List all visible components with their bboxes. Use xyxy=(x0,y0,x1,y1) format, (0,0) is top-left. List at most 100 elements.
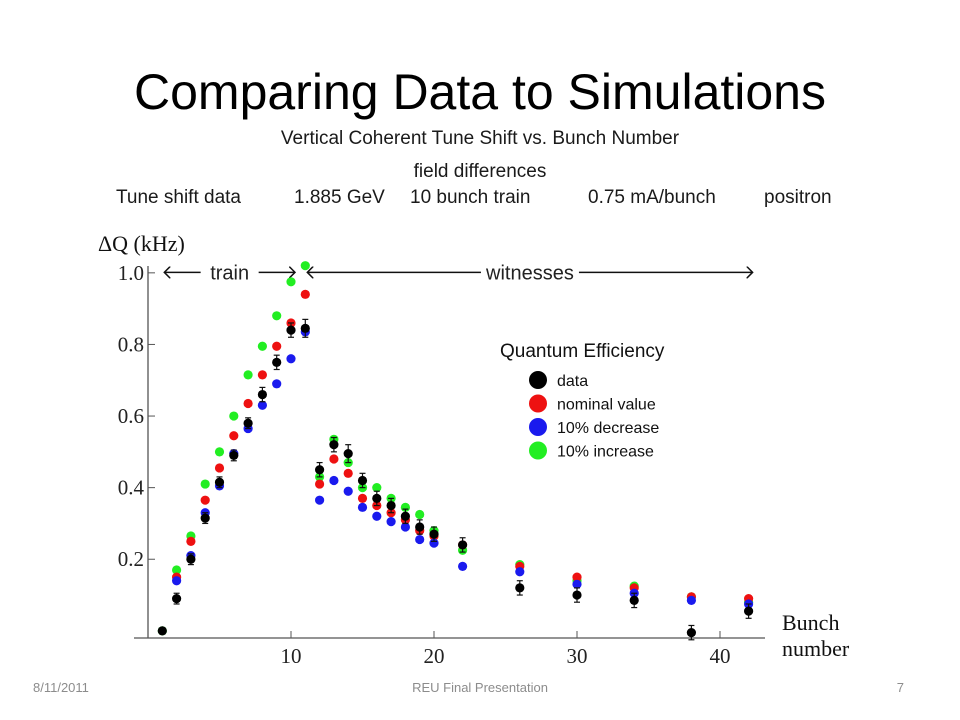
param-current: 0.75 mA/bunch xyxy=(588,187,716,208)
data-point xyxy=(229,450,239,461)
x-tick-label: 30 xyxy=(567,644,588,668)
param-energy: 1.885 GeV xyxy=(294,187,385,208)
series-10-increase xyxy=(157,261,754,636)
data-point xyxy=(415,534,425,545)
slide-title: Comparing Data to Simulations xyxy=(134,64,826,120)
legend-swatch xyxy=(529,394,547,413)
data-point xyxy=(257,341,267,351)
data-point xyxy=(572,579,582,589)
data-point xyxy=(272,357,282,367)
data-point xyxy=(243,418,253,428)
data-point xyxy=(744,606,754,616)
footer-title: REU Final Presentation xyxy=(412,680,548,695)
legend: Quantum Efficiency data nominal value 10% d… xyxy=(500,341,665,461)
data-point xyxy=(257,370,267,380)
data-point xyxy=(286,277,296,287)
param-train: 10 bunch train xyxy=(410,187,531,208)
legend-swatch xyxy=(529,418,547,436)
footer-date: 8/11/2011 xyxy=(33,680,89,695)
x-tick-label: 10 xyxy=(281,644,302,668)
legend-label: 10% decrease xyxy=(557,420,659,437)
data-point xyxy=(214,463,225,473)
x-tick-label: 40 xyxy=(710,644,731,668)
data-point xyxy=(372,493,382,503)
data-point xyxy=(629,595,639,606)
data-point xyxy=(272,341,282,351)
y-tick-label: 0.8 xyxy=(118,332,144,356)
legend-label: nominal value xyxy=(557,397,656,414)
page-number: 7 xyxy=(896,680,904,695)
y-tick-label: 0.6 xyxy=(118,404,144,428)
param-particle: positron xyxy=(764,187,832,208)
data-point xyxy=(200,495,210,505)
data-point xyxy=(157,626,167,636)
legend-title: Quantum Efficiency xyxy=(500,341,665,362)
annotation-label-bg xyxy=(200,260,259,283)
data-point xyxy=(186,554,196,564)
series-data xyxy=(157,318,754,641)
x-axis-label: Bunch xyxy=(782,610,839,635)
data-point xyxy=(214,477,225,487)
data-point xyxy=(257,400,267,410)
legend-label: data xyxy=(557,373,588,390)
data-point xyxy=(515,583,525,593)
data-point xyxy=(272,311,282,321)
data-point xyxy=(343,449,353,459)
data-point xyxy=(315,479,325,489)
legend-swatch xyxy=(529,441,547,460)
data-point xyxy=(458,540,468,550)
data-point xyxy=(214,447,225,457)
data-point xyxy=(357,475,368,486)
data-point xyxy=(315,495,325,505)
param-data-type: Tune shift data xyxy=(116,187,241,208)
data-point xyxy=(458,561,468,572)
data-point xyxy=(272,379,282,389)
annotation-label: train xyxy=(210,262,249,284)
data-point xyxy=(372,511,382,521)
series-10-decrease xyxy=(172,327,754,609)
y-tick-label: 0.4 xyxy=(118,476,145,500)
data-point xyxy=(286,325,296,335)
y-tick-label: 0.2 xyxy=(118,547,144,571)
data-point xyxy=(329,454,339,464)
annotation-label: witnesses xyxy=(485,262,574,284)
data-point xyxy=(300,323,310,333)
data-point xyxy=(386,500,396,511)
data-point xyxy=(329,440,339,450)
data-point xyxy=(186,536,196,546)
data-point xyxy=(172,576,182,586)
data-point xyxy=(357,502,368,512)
x-tick-label: 20 xyxy=(424,644,445,668)
data-point xyxy=(386,517,396,527)
data-point xyxy=(286,354,296,364)
data-point xyxy=(357,493,368,503)
data-point xyxy=(257,389,267,400)
data-point xyxy=(243,370,253,380)
legend-label: 10% increase xyxy=(557,444,654,461)
y-axis-ticks: 0.2 0.4 0.6 0.8 1.0 xyxy=(118,261,155,571)
data-point xyxy=(415,522,425,532)
data-point xyxy=(200,513,210,523)
data-point xyxy=(315,465,325,475)
data-point xyxy=(400,522,410,532)
y-tick-label: 1.0 xyxy=(118,261,144,285)
series-nominal-value xyxy=(172,289,754,604)
data-point xyxy=(172,594,182,604)
annotation-label-bg xyxy=(480,260,579,283)
data-point xyxy=(343,486,353,496)
data-point xyxy=(172,565,182,575)
data-point xyxy=(343,468,353,478)
data-point xyxy=(300,261,310,271)
x-axis-ticks: 10 20 30 40 xyxy=(281,631,731,668)
y-axis-label: ΔQ (kHz) xyxy=(98,231,185,256)
data-point xyxy=(300,289,310,299)
data-point xyxy=(329,475,339,486)
data-point xyxy=(243,398,253,409)
data-point xyxy=(429,529,439,539)
data-point xyxy=(686,595,697,606)
chart-subtitle: field differences xyxy=(413,161,547,182)
data-point xyxy=(515,567,525,577)
chart-title: Vertical Coherent Tune Shift vs. Bunch N… xyxy=(280,128,680,149)
data-point xyxy=(686,628,697,638)
data-point xyxy=(372,483,382,493)
